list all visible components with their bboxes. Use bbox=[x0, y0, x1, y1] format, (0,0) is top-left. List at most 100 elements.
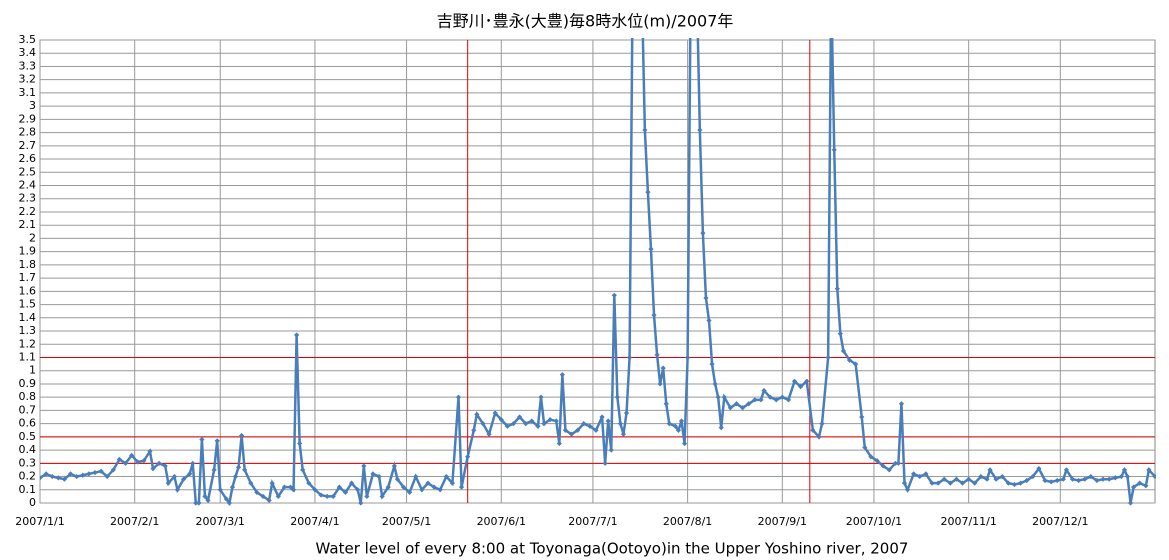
data-point bbox=[562, 427, 569, 433]
y-tick-label: 2.6 bbox=[19, 152, 37, 165]
y-tick-label: 2.2 bbox=[19, 205, 37, 218]
y-tick-label: 0.1 bbox=[19, 483, 37, 496]
x-tick-label: 2007/4/1 bbox=[290, 515, 339, 528]
y-tick-label: 0.8 bbox=[19, 390, 37, 403]
data-point bbox=[98, 468, 104, 474]
data-point bbox=[706, 317, 712, 324]
y-tick-label: 1.9 bbox=[19, 245, 37, 258]
data-point bbox=[929, 480, 935, 486]
data-point bbox=[226, 500, 232, 506]
data-point bbox=[840, 348, 847, 354]
data-point bbox=[559, 372, 565, 378]
data-point bbox=[55, 475, 61, 481]
data-point bbox=[1127, 500, 1134, 506]
y-tick-label: 0.3 bbox=[19, 456, 37, 469]
data-point bbox=[999, 473, 1005, 480]
x-tick-label: 2007/12/1 bbox=[1032, 515, 1088, 528]
data-point bbox=[593, 427, 599, 433]
data-point bbox=[568, 431, 575, 437]
data-point bbox=[1054, 477, 1060, 484]
data-point bbox=[984, 476, 990, 482]
data-point bbox=[171, 473, 178, 480]
data-point bbox=[575, 427, 581, 433]
data-point bbox=[895, 460, 901, 466]
data-point bbox=[214, 438, 220, 444]
data-point bbox=[306, 480, 312, 486]
data-point bbox=[480, 421, 486, 427]
data-point bbox=[733, 401, 740, 407]
data-point bbox=[361, 463, 367, 469]
data-point bbox=[1094, 477, 1100, 484]
data-point bbox=[294, 332, 300, 338]
data-point bbox=[407, 489, 413, 496]
data-point bbox=[449, 480, 455, 486]
data-point bbox=[605, 418, 611, 424]
data-point bbox=[697, 127, 703, 133]
x-tick-label: 2007/7/1 bbox=[568, 515, 617, 528]
data-point bbox=[474, 411, 480, 417]
data-point bbox=[254, 489, 260, 496]
data-point bbox=[941, 476, 947, 482]
data-point bbox=[901, 480, 908, 486]
data-point bbox=[110, 467, 116, 473]
data-point bbox=[355, 487, 361, 493]
data-point bbox=[825, 354, 831, 361]
data-point bbox=[104, 473, 110, 480]
data-point bbox=[886, 467, 892, 473]
data-point bbox=[324, 493, 330, 499]
data-point bbox=[141, 458, 147, 464]
y-tick-label: 1.6 bbox=[19, 284, 37, 297]
data-point bbox=[758, 397, 764, 403]
data-point bbox=[523, 421, 529, 427]
data-point bbox=[205, 497, 211, 503]
data-point bbox=[1060, 476, 1066, 482]
data-point bbox=[235, 464, 242, 470]
data-point bbox=[1011, 481, 1018, 488]
chart-title: 吉野川･豊永(大豊)毎8時水位(m)/2007年 bbox=[437, 12, 734, 31]
data-point bbox=[517, 414, 523, 420]
data-point bbox=[626, 354, 633, 361]
data-point bbox=[385, 484, 391, 490]
data-point bbox=[437, 487, 443, 493]
y-tick-label: 1.4 bbox=[19, 311, 37, 324]
data-point bbox=[458, 484, 465, 490]
data-point bbox=[211, 467, 217, 473]
y-tick-label: 0.2 bbox=[19, 470, 37, 483]
y-tick-label: 1.8 bbox=[19, 258, 37, 271]
data-point bbox=[275, 493, 281, 499]
data-point bbox=[61, 476, 68, 482]
data-point bbox=[455, 394, 462, 400]
data-point bbox=[193, 500, 199, 506]
data-point bbox=[492, 410, 498, 416]
y-tick-label: 1 bbox=[29, 364, 36, 377]
data-point bbox=[419, 487, 425, 493]
data-point bbox=[229, 484, 236, 490]
data-point bbox=[715, 394, 721, 400]
data-point bbox=[1048, 479, 1054, 485]
data-point bbox=[1030, 473, 1036, 480]
data-point bbox=[779, 394, 785, 400]
data-point bbox=[681, 440, 688, 447]
data-point bbox=[556, 440, 562, 447]
y-tick-label: 2.1 bbox=[19, 218, 37, 231]
data-point bbox=[67, 471, 74, 477]
data-point bbox=[281, 484, 287, 490]
data-point bbox=[156, 460, 162, 466]
data-point bbox=[290, 487, 297, 493]
data-point bbox=[400, 484, 407, 490]
x-tick-label: 2007/3/1 bbox=[196, 515, 245, 528]
data-point bbox=[150, 466, 156, 472]
data-point bbox=[599, 414, 605, 420]
data-point bbox=[917, 473, 923, 480]
y-tick-label: 1.7 bbox=[19, 271, 37, 284]
data-point bbox=[129, 452, 135, 458]
data-point bbox=[953, 476, 960, 482]
data-point bbox=[300, 467, 306, 473]
data-point bbox=[718, 424, 724, 431]
data-point bbox=[862, 444, 868, 451]
data-point bbox=[498, 417, 504, 423]
data-point bbox=[648, 246, 654, 252]
series bbox=[40, 38, 1156, 506]
y-tick-label: 1.1 bbox=[19, 350, 37, 363]
